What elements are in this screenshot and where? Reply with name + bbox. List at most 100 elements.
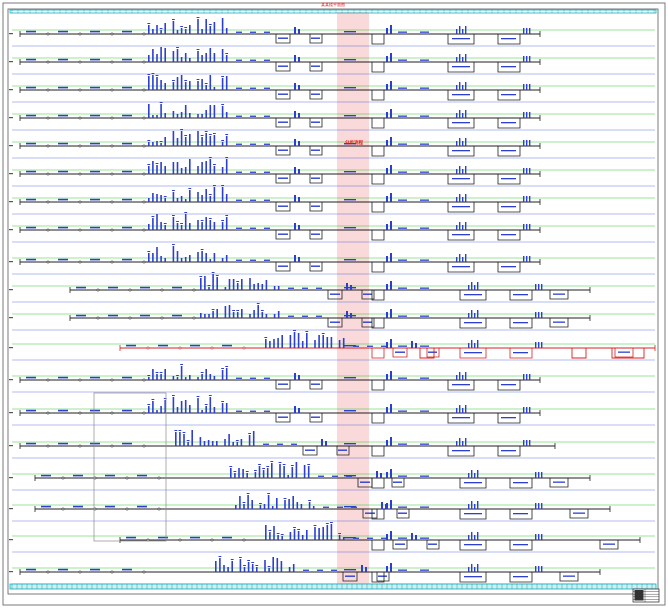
- cluster-bar: [526, 140, 528, 146]
- cluster-bar: [236, 283, 239, 290]
- cluster-bar: [238, 468, 240, 478]
- cluster-bar: [176, 77, 179, 90]
- row-tag: [420, 475, 429, 477]
- cluster-bar: [523, 440, 525, 446]
- cluster-bar: [301, 535, 304, 540]
- cluster-cap: [208, 218, 212, 219]
- row-tag: [331, 569, 337, 571]
- row-loop: [497, 413, 521, 424]
- cluster-bar: [176, 49, 179, 62]
- cluster-cap: [268, 530, 272, 531]
- row-tag: [26, 58, 36, 61]
- cluster-bar: [209, 397, 212, 413]
- cluster-bar: [526, 84, 528, 90]
- row-loop: [371, 62, 385, 73]
- row-tag: [236, 227, 242, 229]
- cluster-bar: [465, 110, 467, 118]
- row-tag: [236, 59, 242, 61]
- row-node: [110, 260, 114, 264]
- cluster-bar: [221, 106, 224, 118]
- cluster-bar: [338, 340, 341, 348]
- row-loop: [371, 202, 385, 213]
- row-tag: [338, 449, 347, 451]
- row-tag: [311, 37, 320, 39]
- cluster-bar: [529, 256, 531, 262]
- cluster-bar: [526, 224, 528, 230]
- cluster-bar: [308, 502, 311, 509]
- row-loop: [327, 318, 343, 328]
- cluster-bar: [254, 472, 257, 478]
- row-tag: [573, 512, 585, 514]
- row-tag: [452, 206, 470, 208]
- row-tag: [264, 410, 270, 412]
- cluster-bar: [281, 335, 283, 348]
- cluster-bar: [160, 104, 162, 118]
- cluster-bar: [241, 309, 243, 318]
- cluster-bar: [221, 370, 224, 380]
- row-tag: [278, 205, 288, 207]
- row-tag: [452, 66, 470, 68]
- row-loop: [371, 509, 385, 520]
- row-node: [61, 476, 65, 480]
- row-node: [142, 116, 146, 120]
- row-tag: [122, 142, 132, 145]
- cluster-bar: [251, 500, 253, 509]
- row-tag: [58, 58, 68, 61]
- cluster-bar: [189, 255, 191, 262]
- row-loop: [509, 478, 533, 489]
- cluster-bar: [465, 438, 467, 446]
- cluster-bar: [152, 161, 154, 174]
- cluster-bar: [523, 407, 525, 413]
- cluster-bar: [390, 404, 392, 413]
- cluster-bar: [289, 335, 292, 348]
- cluster-bar: [322, 335, 324, 348]
- cluster-bar: [325, 441, 327, 446]
- cluster-bar: [465, 372, 467, 380]
- cluster-bar: [249, 314, 251, 318]
- row-tag: [137, 474, 147, 477]
- cluster-bar: [184, 137, 187, 146]
- row-loop: [371, 348, 385, 359]
- cluster-bar: [243, 567, 246, 572]
- cluster-bar: [221, 222, 224, 230]
- row-tag: [398, 227, 407, 229]
- cluster-bar: [215, 561, 217, 572]
- row-loop: [447, 174, 475, 185]
- cluster-bar: [330, 337, 333, 348]
- cluster-bar: [386, 56, 388, 62]
- cluster-bar: [468, 285, 470, 290]
- cluster-cap: [208, 194, 212, 195]
- cluster-bar: [303, 465, 306, 478]
- row-tag: [302, 287, 308, 289]
- cluster-bar: [172, 162, 175, 174]
- cluster-bar: [541, 534, 543, 540]
- row-tag: [398, 315, 407, 317]
- cluster-bar: [197, 252, 199, 262]
- row-tag: [105, 505, 115, 508]
- row-tag: [452, 94, 470, 96]
- row-node: [142, 260, 146, 264]
- cluster-bar: [523, 28, 525, 34]
- row-node: [142, 228, 146, 232]
- red-loop: [419, 348, 435, 359]
- cluster-bar: [456, 113, 458, 118]
- band-tag: [344, 410, 356, 412]
- cluster-bar: [386, 472, 388, 478]
- row-loop: [371, 478, 385, 489]
- cluster-bar: [263, 504, 266, 509]
- row-node: [128, 316, 132, 320]
- cluster-bar: [213, 53, 216, 62]
- cluster-bar: [257, 305, 259, 318]
- row-tag: [277, 443, 283, 445]
- row-node: [46, 32, 50, 36]
- row-loop: [309, 62, 323, 72]
- cluster-cap: [196, 17, 200, 18]
- row-loop: [275, 413, 291, 423]
- cluster-bar: [221, 167, 224, 174]
- cluster-bar: [216, 441, 218, 446]
- row-tag: [278, 149, 288, 151]
- row-loop: [309, 34, 323, 44]
- row-tag: [603, 543, 615, 545]
- cluster-bar: [326, 525, 329, 540]
- row-node: [110, 60, 114, 64]
